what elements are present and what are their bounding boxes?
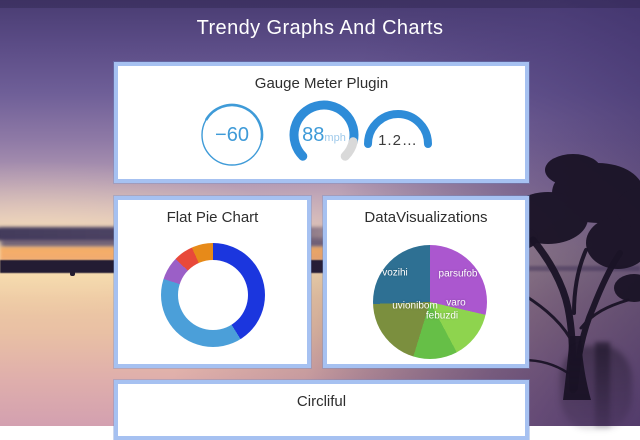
donut-hole [178, 260, 248, 330]
gauge-value: 1.2… [378, 132, 418, 149]
pie-slice-label: febuzdi [425, 310, 459, 322]
panel-title: DataVisualizations [364, 209, 488, 226]
tree-silhouette [498, 154, 640, 400]
gauge-value: −60 [215, 123, 249, 146]
data-visualizations-panel: DataVisualizations parsufob varo febuzdi… [323, 196, 529, 368]
panel-title: Flat Pie Chart [166, 209, 259, 226]
gauge-semi-arc: 1.2… [360, 106, 436, 152]
gauge-ring [201, 103, 264, 166]
flat-pie-panel: Flat Pie Chart [114, 196, 311, 368]
tree-reflection [595, 342, 610, 428]
panel-title: Circliful [296, 393, 347, 410]
panel-title: Gauge Meter Plugin [254, 75, 389, 92]
page-title: Trendy Graphs And Charts [196, 17, 444, 39]
gauge-circle-minus60: −60 [200, 103, 264, 167]
pie-slice-label: parsufob [438, 268, 478, 280]
pie-slice-label: vozihi [382, 267, 408, 279]
gauge-unit: mph [324, 132, 346, 144]
pie-slice-label: varo [446, 297, 466, 309]
gauge-meter-panel: Gauge Meter Plugin −60 88 mph 1.2… [114, 62, 529, 183]
gauge-arc [289, 100, 359, 161]
gauge-arc-88mph: 88 mph [284, 95, 364, 175]
circliful-panel: Circliful [114, 380, 529, 440]
pie-chart: parsufob varo febuzdi uvionibom vozihi [373, 245, 487, 359]
gauge-value: 88 [302, 123, 325, 146]
donut-chart [161, 243, 265, 347]
pie-slice-label: uvionibom [392, 300, 438, 312]
gauge-arc [364, 110, 432, 148]
